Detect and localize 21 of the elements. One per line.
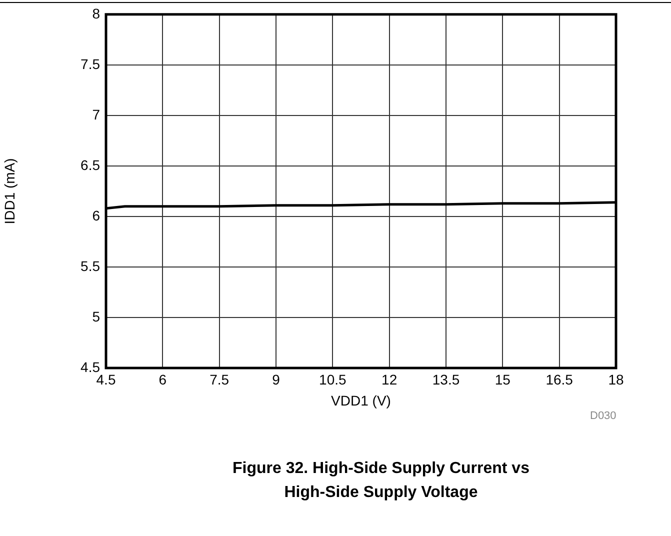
x-tick-label: 10.5 — [319, 371, 347, 388]
x-tick-label: 16.5 — [546, 371, 574, 388]
y-tick-label: 5.5 — [80, 258, 100, 274]
x-tick-label: 13.5 — [432, 371, 460, 388]
x-tick-label: 18 — [608, 371, 624, 388]
y-tick-label: 6 — [92, 207, 100, 224]
text: D030 — [590, 410, 616, 422]
x-tick-label: 12 — [382, 371, 398, 388]
x-tick-label: 9 — [272, 371, 280, 388]
text: Figure 32. High-Side Supply Current vs High-Side Supply Voltage — [232, 459, 530, 503]
x-tick-label: 7.5 — [210, 371, 230, 388]
y-tick-label: 7.5 — [80, 56, 100, 72]
y-tick-label: 6.5 — [80, 156, 100, 173]
y-tick-label: 5 — [92, 308, 100, 324]
y-tick-label: 7 — [92, 106, 100, 122]
y-tick-label: 4.5 — [80, 358, 100, 375]
y-tick-label: 8 — [92, 5, 100, 22]
x-tick-label: 6 — [158, 371, 167, 388]
y-axis-title: IDD1 (mA) — [1, 158, 18, 224]
x-tick-label: 15 — [494, 371, 511, 388]
x-axis-title: VDD1 (V) — [331, 392, 391, 408]
